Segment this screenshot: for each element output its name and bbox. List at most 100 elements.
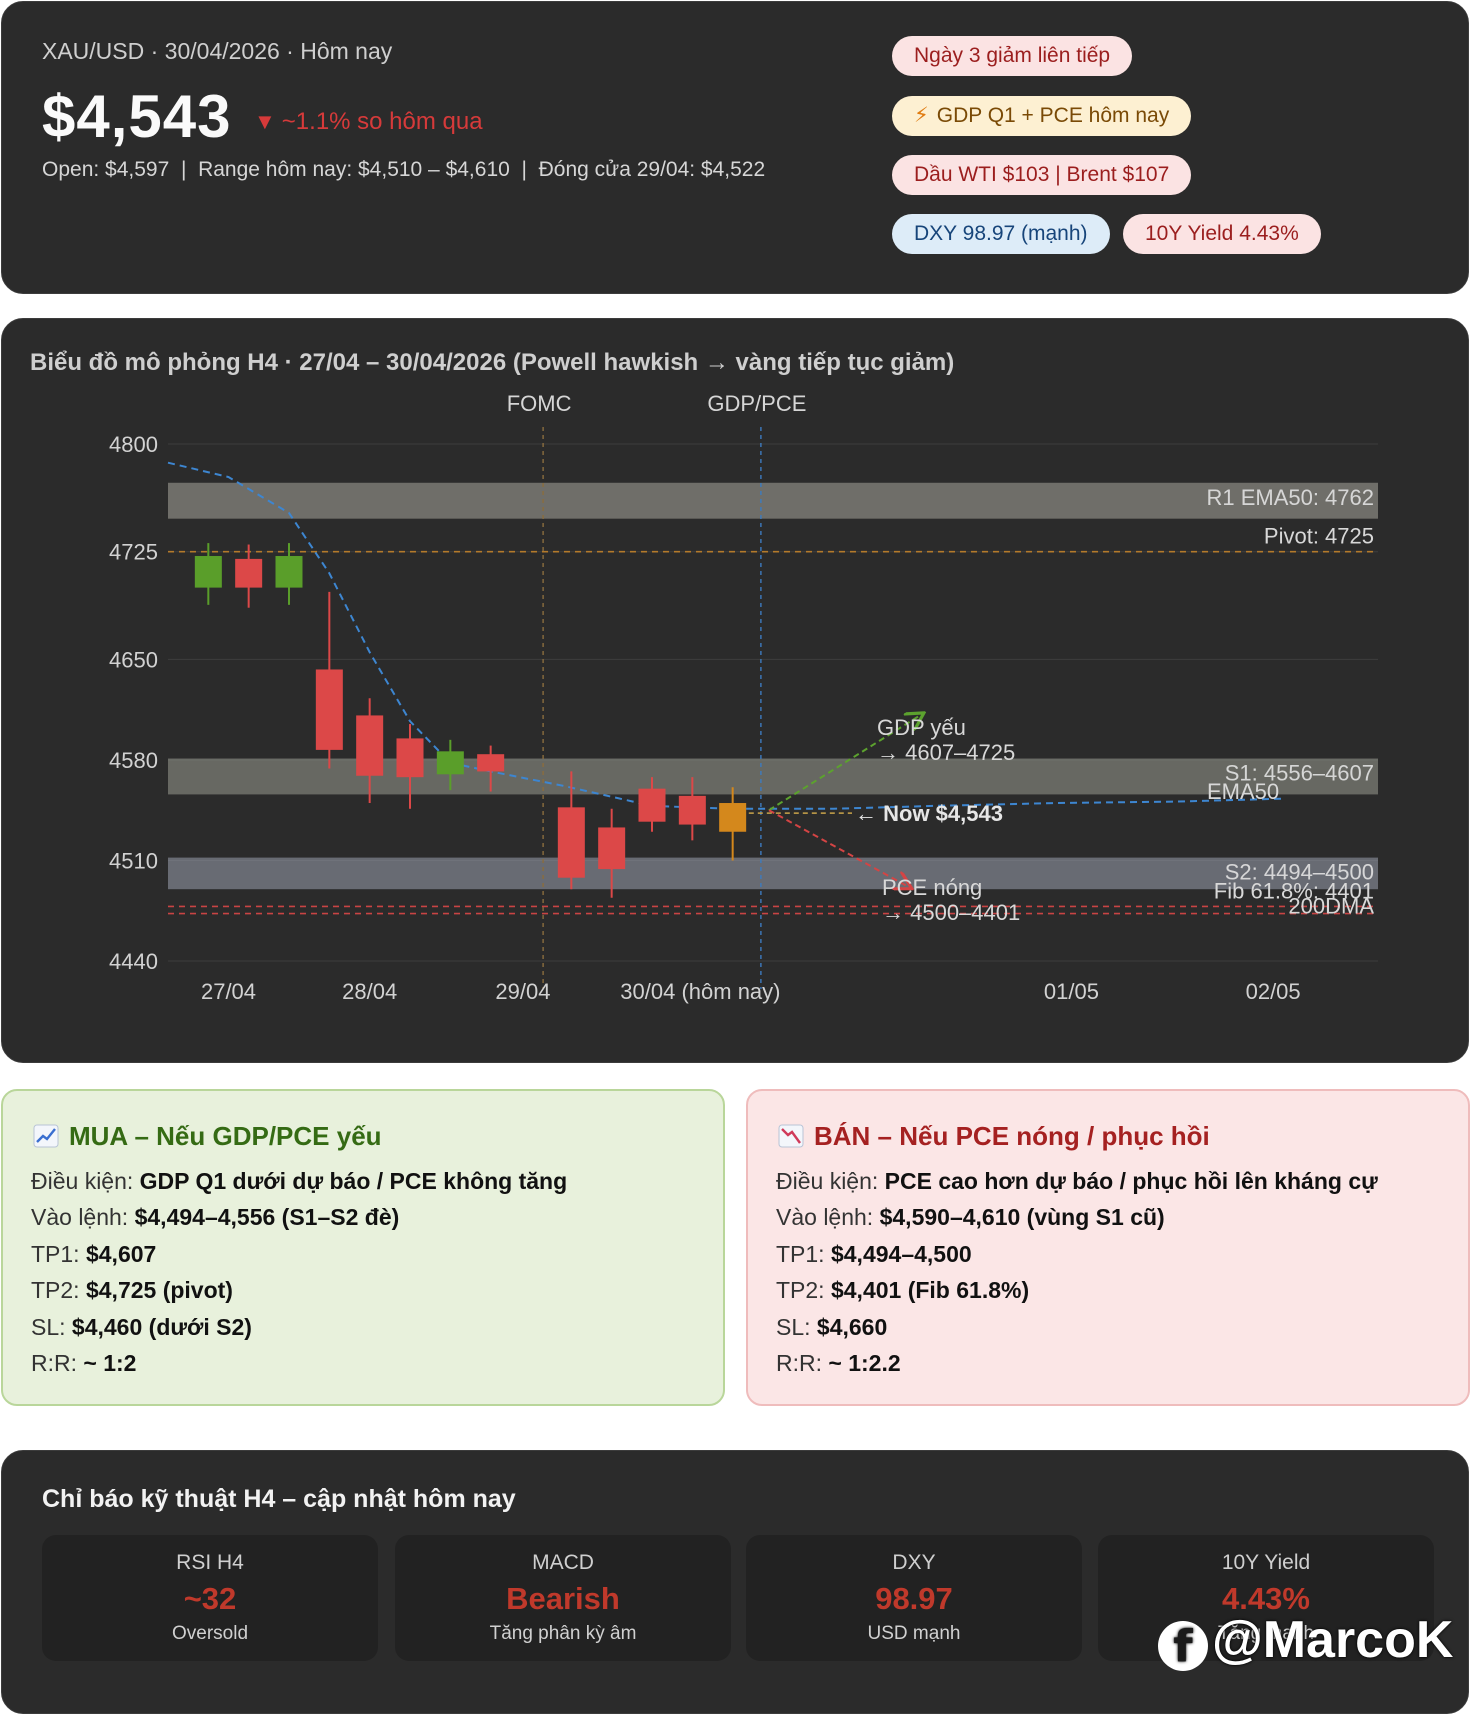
sell-setup-title: BÁN – Nếu PCE nóng / phục hồi	[778, 1121, 1210, 1152]
indicator-label: RSI H4	[176, 1551, 244, 1574]
y-tick-label: 4650	[109, 647, 158, 672]
scenario-name: PCE nóng	[882, 875, 982, 900]
candle-body	[719, 803, 747, 832]
buy-setup-title: MUA – Nếu GDP/PCE yếu	[33, 1121, 382, 1152]
indicator-macd: MACD Bearish Tăng phân kỳ âm	[395, 1535, 731, 1661]
condition-value: $4,494–4,556 (S1–S2 đè)	[134, 1204, 400, 1231]
candle-body	[194, 556, 222, 588]
level-label: 200DMA	[1288, 894, 1374, 919]
condition-key: TP1:	[31, 1240, 86, 1267]
y-tick-label: 4725	[109, 540, 158, 565]
condition-row: TP1: $4,607	[31, 1236, 567, 1272]
zone-band	[168, 482, 1378, 519]
badge-10y-yield: 10Y Yield 4.43%	[1123, 214, 1321, 254]
condition-value: $4,607	[85, 1240, 157, 1267]
now-label: ← Now $4,543	[855, 801, 1003, 826]
condition-row: SL: $4,660	[776, 1309, 1378, 1345]
condition-row: SL: $4,460 (dưới S2)	[31, 1309, 567, 1345]
ohlc-info-line: Open: $4,597 | Range hôm nay: $4,510 – $…	[42, 158, 766, 181]
down-triangle-icon: ▼	[254, 109, 276, 134]
event-label: FOMC	[507, 391, 572, 416]
condition-value: $4,460 (dưới S2)	[71, 1313, 252, 1340]
indicator-value: ~32	[183, 1581, 237, 1616]
condition-key: R:R:	[31, 1349, 84, 1376]
x-tick-label: 28/04	[342, 979, 397, 1004]
condition-value: $4,494–4,500	[830, 1240, 972, 1267]
x-tick-label: 30/04 (hôm nay)	[620, 979, 780, 1004]
condition-key: SL:	[31, 1313, 72, 1340]
badge-dxy: DXY 98.97 (mạnh)	[892, 214, 1110, 254]
condition-value: $4,660	[816, 1313, 888, 1340]
condition-row: Điều kiện: PCE cao hơn dự báo / phục hồi…	[776, 1163, 1378, 1199]
watermark: f @MarcoK	[1158, 1610, 1453, 1682]
indicator-note: Oversold	[171, 1623, 249, 1644]
price-change-text: ~1.1% so hôm qua	[281, 108, 483, 135]
condition-key: R:R:	[776, 1349, 829, 1376]
condition-row: R:R: ~ 1:2.2	[776, 1345, 1378, 1381]
indicator-label: DXY	[892, 1551, 936, 1574]
y-tick-label: 4800	[109, 432, 158, 457]
condition-value: $4,401 (Fib 61.8%)	[830, 1277, 1030, 1304]
buy-conditions-list: Điều kiện: GDP Q1 dưới dự báo / PCE khôn…	[31, 1163, 567, 1381]
lightning-icon: ⚡	[914, 104, 929, 127]
condition-value: GDP Q1 dưới dự báo / PCE không tăng	[139, 1168, 568, 1194]
indicator-value: 98.97	[875, 1581, 953, 1616]
indicator-label: 10Y Yield	[1221, 1551, 1311, 1574]
price-header-card: XAU/USD · 30/04/2026 · Hôm nay $4,543 ▼ ~…	[1, 1, 1469, 294]
y-tick-label: 4580	[109, 748, 158, 773]
chart-up-icon	[33, 1124, 59, 1148]
zone-band	[168, 857, 1378, 890]
condition-value: ~ 1:2	[83, 1349, 137, 1376]
facebook-icon: f	[1158, 1621, 1208, 1672]
condition-row: TP1: $4,494–4,500	[776, 1236, 1378, 1272]
badge-oil-price: Dầu WTI $103 | Brent $107	[892, 155, 1192, 195]
chart-down-icon	[778, 1124, 804, 1148]
event-label: GDP/PCE	[707, 391, 806, 416]
level-label: Pivot: 4725	[1264, 524, 1374, 549]
candle-body	[235, 558, 263, 588]
badge-gdp-pce: ⚡ GDP Q1 + PCE hôm nay	[892, 96, 1192, 136]
candle-body	[678, 795, 706, 825]
x-tick-label: 02/05	[1246, 979, 1301, 1004]
instrument-date-label: XAU/USD · 30/04/2026 · Hôm nay	[42, 38, 393, 64]
condition-row: TP2: $4,725 (pivot)	[31, 1272, 567, 1308]
indicator-note: USD mạnh	[867, 1623, 961, 1644]
indicator-value: 4.43%	[1222, 1581, 1310, 1616]
condition-key: SL:	[776, 1313, 817, 1340]
buy-setup-card: MUA – Nếu GDP/PCE yếu Điều kiện: GDP Q1 …	[1, 1089, 725, 1406]
zone-label: R1 EMA50: 4762	[1206, 485, 1374, 510]
indicator-10y-yield: 10Y Yield 4.43% Tăng mạnh	[1098, 1535, 1434, 1661]
candle-body	[356, 715, 384, 776]
scenario-arrow	[768, 809, 910, 888]
condition-value: ~ 1:2.2	[828, 1349, 901, 1376]
candle-body	[638, 788, 666, 822]
current-price: $4,543	[42, 83, 232, 150]
condition-key: TP2:	[31, 1277, 86, 1304]
scenario-arrow	[768, 714, 922, 812]
indicators-card: Chỉ báo kỹ thuật H4 – cập nhật hôm nay R…	[1, 1450, 1469, 1714]
condition-row: Vào lệnh: $4,494–4,556 (S1–S2 đè)	[31, 1199, 567, 1235]
condition-row: R:R: ~ 1:2	[31, 1345, 567, 1381]
scenario-name: GDP yếu	[877, 715, 966, 740]
candle-body	[557, 807, 585, 878]
condition-key: TP2:	[776, 1277, 831, 1304]
chart-card: 4440 4510 4580 4650 4725 4800 R1 EMA50: 4762 S1…	[1, 318, 1469, 1063]
level-label: Fib 61.8%: 4401	[1214, 878, 1374, 903]
candle-body	[477, 754, 505, 772]
sell-conditions-list: Điều kiện: PCE cao hơn dự báo / phục hồi…	[776, 1163, 1378, 1381]
condition-key: Điều kiện:	[776, 1168, 885, 1194]
chart-title: Biểu đồ mô phỏng H4 · 27/04 – 30/04/2026…	[30, 349, 955, 376]
condition-value: $4,590–4,610 (vùng S1 cũ)	[879, 1204, 1165, 1231]
condition-row: TP2: $4,401 (Fib 61.8%)	[776, 1272, 1378, 1308]
scenario-detail: → 4500–4401	[882, 900, 1020, 925]
ema50-label: EMA50	[1207, 779, 1279, 804]
condition-key: Vào lệnh:	[31, 1204, 135, 1231]
x-tick-label: 29/04	[495, 979, 550, 1004]
x-tick-label: 01/05	[1044, 979, 1099, 1004]
candle-body	[436, 751, 464, 775]
ema50-line	[167, 461, 1282, 810]
indicator-note: Tăng mạnh	[1217, 1623, 1315, 1644]
y-tick-label: 4440	[109, 949, 158, 974]
indicator-note: Tăng phân kỳ âm	[489, 1623, 637, 1644]
indicator-label: MACD	[532, 1551, 594, 1574]
